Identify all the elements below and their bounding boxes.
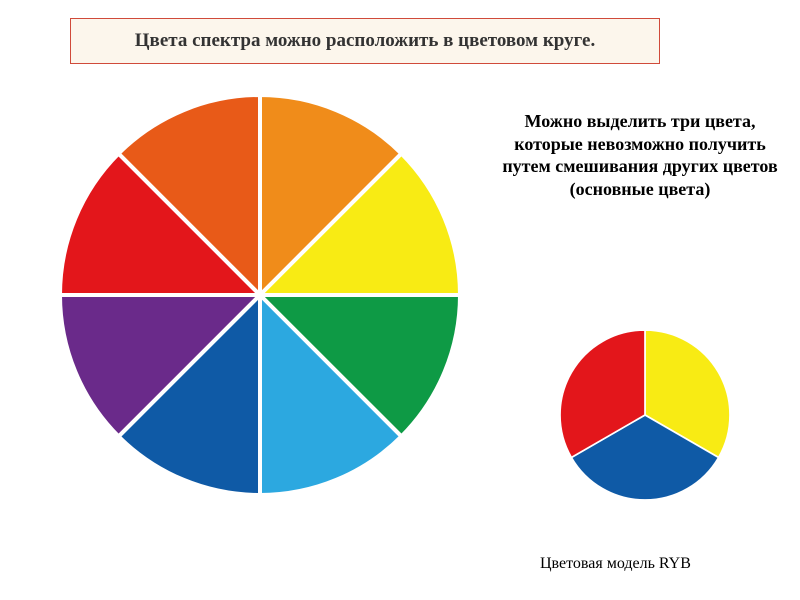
color-wheel-primary [560, 330, 730, 500]
title-text: Цвета спектра можно расположить в цветов… [135, 30, 595, 51]
sidebar-description-text: Можно выделить три цвета, которые невозм… [502, 111, 777, 199]
title-box: Цвета спектра можно расположить в цветов… [70, 18, 660, 64]
sidebar-description: Можно выделить три цвета, которые невозм… [500, 110, 780, 200]
model-caption: Цветовая модель RYB [540, 555, 691, 573]
color-wheel-large [60, 95, 460, 495]
model-caption-text: Цветовая модель RYB [540, 555, 691, 572]
